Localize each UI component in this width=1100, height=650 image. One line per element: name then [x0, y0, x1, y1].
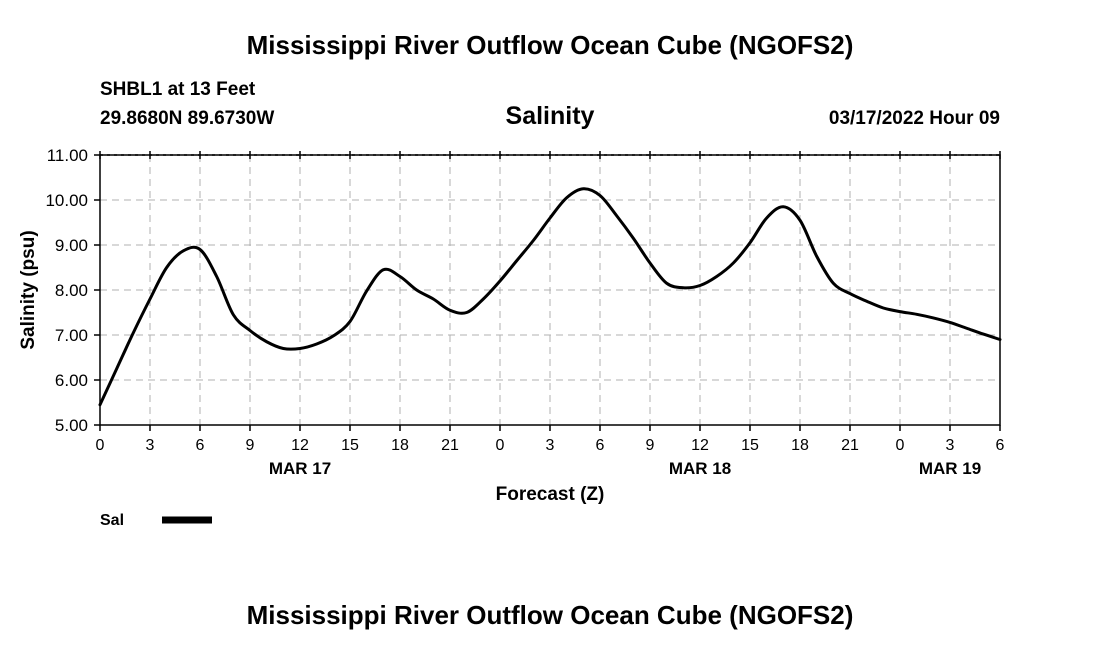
station-label: SHBL1 at 13 Feet: [100, 79, 256, 100]
y-tick-labels: 5.00 6.00 7.00 8.00 9.00 10.00 11.00: [45, 146, 88, 435]
x-tick-label: 12: [691, 437, 709, 454]
x-tick-label: 21: [841, 437, 859, 454]
x-tick-label: 6: [596, 437, 605, 454]
coordinates-label: 29.8680N 89.6730W: [100, 108, 274, 129]
x-tick-label: 0: [496, 437, 505, 454]
grid-lines: [100, 155, 1000, 425]
legend-label: Sal: [100, 512, 124, 529]
series-line-sal: [98, 187, 1002, 407]
y-tick-label: 7.00: [55, 326, 88, 345]
chart-main-title: Mississippi River Outflow Ocean Cube (NG…: [247, 30, 854, 60]
x-tick-label: 3: [146, 437, 155, 454]
day-labels: MAR 17 MAR 18 MAR 19: [269, 459, 981, 478]
y-axis-title: Salinity (psu): [18, 230, 39, 349]
x-tick-label: 15: [741, 437, 759, 454]
y-tick-label: 5.00: [55, 416, 88, 435]
x-tick-label: 18: [791, 437, 809, 454]
y-tick-label: 10.00: [45, 191, 88, 210]
x-tick-label: 12: [291, 437, 309, 454]
y-tick-label: 11.00: [47, 146, 88, 165]
x-tick-label: 15: [341, 437, 359, 454]
x-tick-labels: 0 3 6 9 12 15 18 21 0 3 6 9 12 15 18 21 0 3 6: [96, 437, 1005, 454]
axis-ticks: [94, 151, 1001, 431]
footer-title: Mississippi River Outflow Ocean Cube (NG…: [247, 600, 854, 630]
y-tick-label: 6.00: [55, 371, 88, 390]
x-tick-label: 9: [246, 437, 255, 454]
x-tick-label: 9: [646, 437, 655, 454]
y-tick-label: 8.00: [55, 281, 88, 300]
series-lines: [98, 187, 1002, 407]
x-axis-title: Forecast (Z): [496, 484, 605, 505]
x-tick-label: 18: [391, 437, 409, 454]
x-tick-label: 0: [96, 437, 105, 454]
x-tick-label: 6: [196, 437, 205, 454]
x-tick-label: 3: [946, 437, 955, 454]
day-label: MAR 17: [269, 459, 331, 478]
day-label: MAR 19: [919, 459, 981, 478]
datetime-label: 03/17/2022 Hour 09: [829, 108, 1000, 129]
y-tick-label: 9.00: [55, 236, 88, 255]
x-tick-label: 21: [441, 437, 459, 454]
x-tick-label: 0: [896, 437, 905, 454]
day-label: MAR 18: [669, 459, 731, 478]
x-tick-label: 6: [996, 437, 1005, 454]
x-tick-label: 3: [546, 437, 555, 454]
chart-title: Salinity: [506, 102, 595, 130]
